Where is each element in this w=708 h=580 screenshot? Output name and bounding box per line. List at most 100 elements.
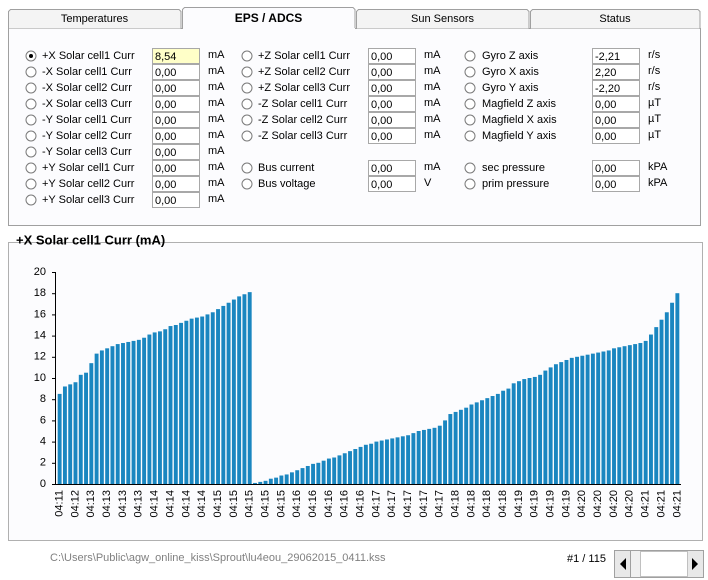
bar <box>495 393 500 484</box>
value-box <box>368 128 416 144</box>
field-label[interactable]: -Z Solar cell3 Curr <box>258 130 348 142</box>
bar <box>638 343 643 484</box>
tab[interactable] <box>8 9 182 29</box>
value-box <box>592 128 640 144</box>
bar <box>427 428 432 484</box>
field-label[interactable]: -Z Solar cell2 Curr <box>258 114 348 126</box>
radio[interactable] <box>464 66 476 78</box>
field-label[interactable]: -Y Solar cell1 Curr <box>42 114 132 126</box>
bar <box>654 327 659 484</box>
radio[interactable] <box>25 178 37 190</box>
field-label[interactable]: Gyro X axis <box>482 66 539 78</box>
x-tick-label: 04:21 <box>671 490 683 518</box>
radio[interactable] <box>241 178 253 190</box>
field-label[interactable]: +Z Solar cell1 Curr <box>258 50 350 62</box>
field-label[interactable]: Gyro Y axis <box>482 82 539 94</box>
tab-label[interactable]: Sun Sensors <box>411 13 474 25</box>
field-label[interactable]: Bus current <box>258 162 314 174</box>
field-label[interactable]: +X Solar cell1 Curr <box>42 50 135 62</box>
field-label[interactable]: Magfield Z axis <box>482 98 556 110</box>
tab-label[interactable]: Temperatures <box>61 13 129 25</box>
radio[interactable] <box>241 82 253 94</box>
tab[interactable] <box>356 9 530 29</box>
field-label[interactable]: -X Solar cell1 Curr <box>42 66 132 78</box>
radio[interactable] <box>241 162 253 174</box>
radio[interactable] <box>25 66 37 78</box>
bar <box>617 347 622 484</box>
bar <box>194 317 199 484</box>
value-box <box>592 80 640 96</box>
field-label[interactable]: sec pressure <box>482 162 545 174</box>
y-tick-label: 10 <box>34 372 46 384</box>
radio[interactable] <box>241 130 253 142</box>
bar <box>94 353 99 484</box>
tab-label[interactable]: EPS / ADCS <box>235 11 303 25</box>
field-unit: µT <box>648 97 661 109</box>
x-tick-label: 04:17 <box>386 490 398 518</box>
bar <box>622 346 627 484</box>
field-label[interactable]: Gyro Z axis <box>482 50 539 62</box>
field-label[interactable]: Magfield X axis <box>482 114 557 126</box>
tab[interactable] <box>182 7 356 29</box>
tab[interactable] <box>530 9 701 29</box>
scroll-thumb[interactable] <box>640 551 688 577</box>
field-label[interactable]: +Y Solar cell3 Curr <box>42 194 135 206</box>
field-label[interactable]: -Y Solar cell2 Curr <box>42 130 132 142</box>
field-label[interactable]: +Z Solar cell3 Curr <box>258 82 350 94</box>
x-tick-label: 04:16 <box>291 490 303 518</box>
radio-dot <box>29 54 33 58</box>
field-value: 0,00 <box>371 99 392 111</box>
bar <box>506 388 511 484</box>
bar <box>596 352 601 484</box>
radio[interactable] <box>25 82 37 94</box>
radio[interactable] <box>25 194 37 206</box>
field-label[interactable]: -Y Solar cell3 Curr <box>42 146 132 158</box>
field-label[interactable]: Magfield Y axis <box>482 130 557 142</box>
field-value: 0,00 <box>595 115 616 127</box>
value-box <box>368 112 416 128</box>
bar <box>152 332 157 484</box>
radio[interactable] <box>25 130 37 142</box>
x-tick-label: 04:15 <box>228 490 240 518</box>
value-box <box>592 176 640 192</box>
field-label[interactable]: -X Solar cell2 Curr <box>42 82 132 94</box>
bar <box>633 344 638 484</box>
bar <box>612 348 616 484</box>
field-unit: mA <box>424 49 441 61</box>
bar <box>163 329 168 484</box>
tab-label[interactable]: Status <box>599 13 631 25</box>
field-label[interactable]: Bus voltage <box>258 178 315 190</box>
bar <box>253 482 257 484</box>
radio[interactable] <box>464 114 476 126</box>
field-label[interactable]: +Z Solar cell2 Curr <box>258 66 350 78</box>
field-label[interactable]: -Z Solar cell1 Curr <box>258 98 348 110</box>
field-label[interactable]: +Y Solar cell2 Curr <box>42 178 135 190</box>
value-box <box>592 96 640 112</box>
field-label[interactable]: -X Solar cell3 Curr <box>42 98 132 110</box>
y-tick-label: 18 <box>34 287 46 299</box>
x-tick-label: 04:15 <box>212 490 224 518</box>
field-label[interactable]: +Y Solar cell1 Curr <box>42 162 135 174</box>
radio[interactable] <box>464 178 476 190</box>
radio[interactable] <box>464 130 476 142</box>
radio[interactable] <box>464 82 476 94</box>
radio[interactable] <box>241 114 253 126</box>
bar <box>179 322 184 484</box>
bar <box>337 455 342 484</box>
radio[interactable] <box>25 98 37 110</box>
radio[interactable] <box>464 50 476 62</box>
radio[interactable] <box>241 98 253 110</box>
radio[interactable] <box>25 146 37 158</box>
y-tick-label: 12 <box>34 351 46 363</box>
radio[interactable] <box>241 50 253 62</box>
radio[interactable] <box>25 114 37 126</box>
field-value: 0,00 <box>155 115 176 127</box>
radio[interactable] <box>464 162 476 174</box>
radio[interactable] <box>25 162 37 174</box>
bar <box>316 462 321 484</box>
radio[interactable] <box>241 66 253 78</box>
radio[interactable] <box>464 98 476 110</box>
field-unit: mA <box>208 113 225 125</box>
field-label[interactable]: prim pressure <box>482 178 549 190</box>
